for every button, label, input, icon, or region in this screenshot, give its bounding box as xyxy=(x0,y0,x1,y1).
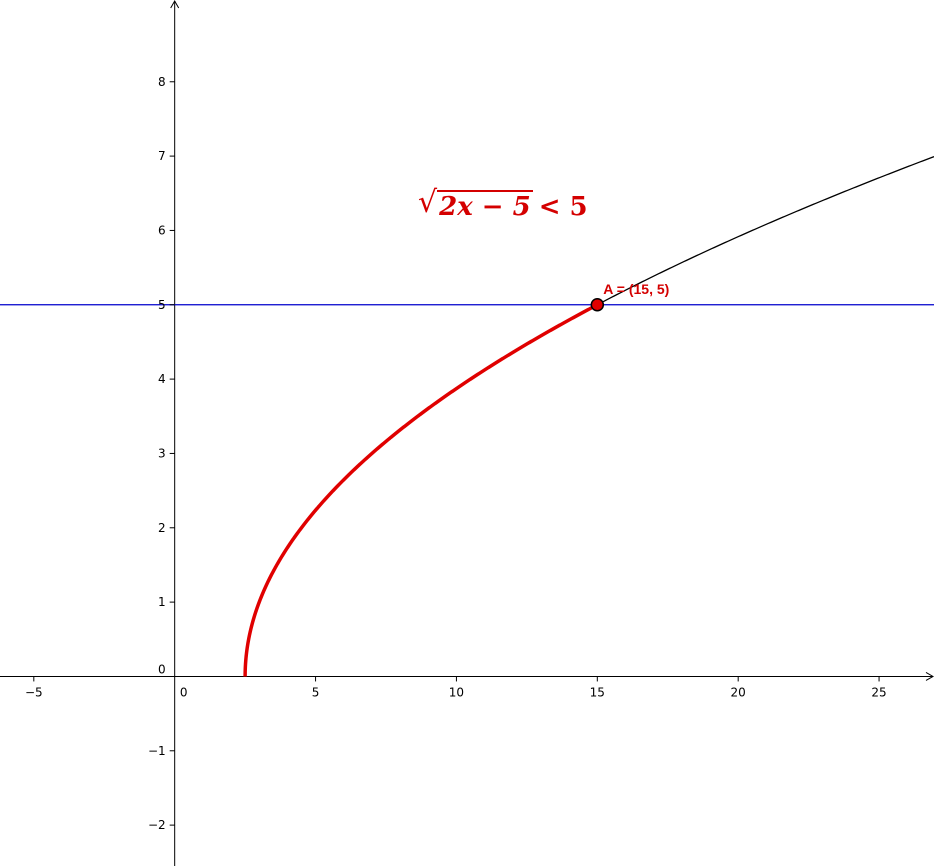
x-tick-label: 5 xyxy=(312,685,320,699)
x-tick-label: 20 xyxy=(731,685,746,699)
ticks: −5 0 5 10 15 20 25 −2 −1 0 1 2 3 4 5 6 7 8 xyxy=(25,75,887,832)
x-tick-label: 15 xyxy=(590,685,605,699)
y-tick-label: 4 xyxy=(158,372,166,386)
y-tick-label: 2 xyxy=(158,521,166,535)
y-tick-label: 0 xyxy=(158,662,166,676)
x-axis-arrow xyxy=(925,672,934,681)
relation-text: < 5 xyxy=(538,192,588,222)
curves xyxy=(0,156,934,677)
y-tick-label: −2 xyxy=(148,818,166,832)
x-tick-label: 25 xyxy=(871,685,886,699)
sqrt-curve xyxy=(244,156,934,677)
radical-sign: √ xyxy=(418,185,438,220)
y-tick-label: −1 xyxy=(148,744,166,758)
point-a[interactable] xyxy=(590,298,605,312)
y-axis-arrow xyxy=(170,0,180,9)
x-tick-label: 10 xyxy=(449,685,464,699)
inequality-annotation: √ 2x − 5 < 5 xyxy=(418,185,588,223)
y-tick-label: 5 xyxy=(158,298,166,312)
y-tick-label: 1 xyxy=(158,595,166,609)
point-a-label: A = (15, 5) xyxy=(603,281,669,297)
y-tick-label: 8 xyxy=(158,75,166,89)
solution-curve-segment xyxy=(243,303,599,677)
y-tick-label: 3 xyxy=(158,446,166,460)
points: A = (15, 5) xyxy=(590,281,669,312)
radicand-text: 2x − 5 xyxy=(437,190,533,222)
y-tick-label: 7 xyxy=(158,149,166,163)
x-tick-label: 0 xyxy=(180,685,188,699)
y-tick-label: 6 xyxy=(158,223,166,237)
x-tick-label: −5 xyxy=(25,685,43,699)
